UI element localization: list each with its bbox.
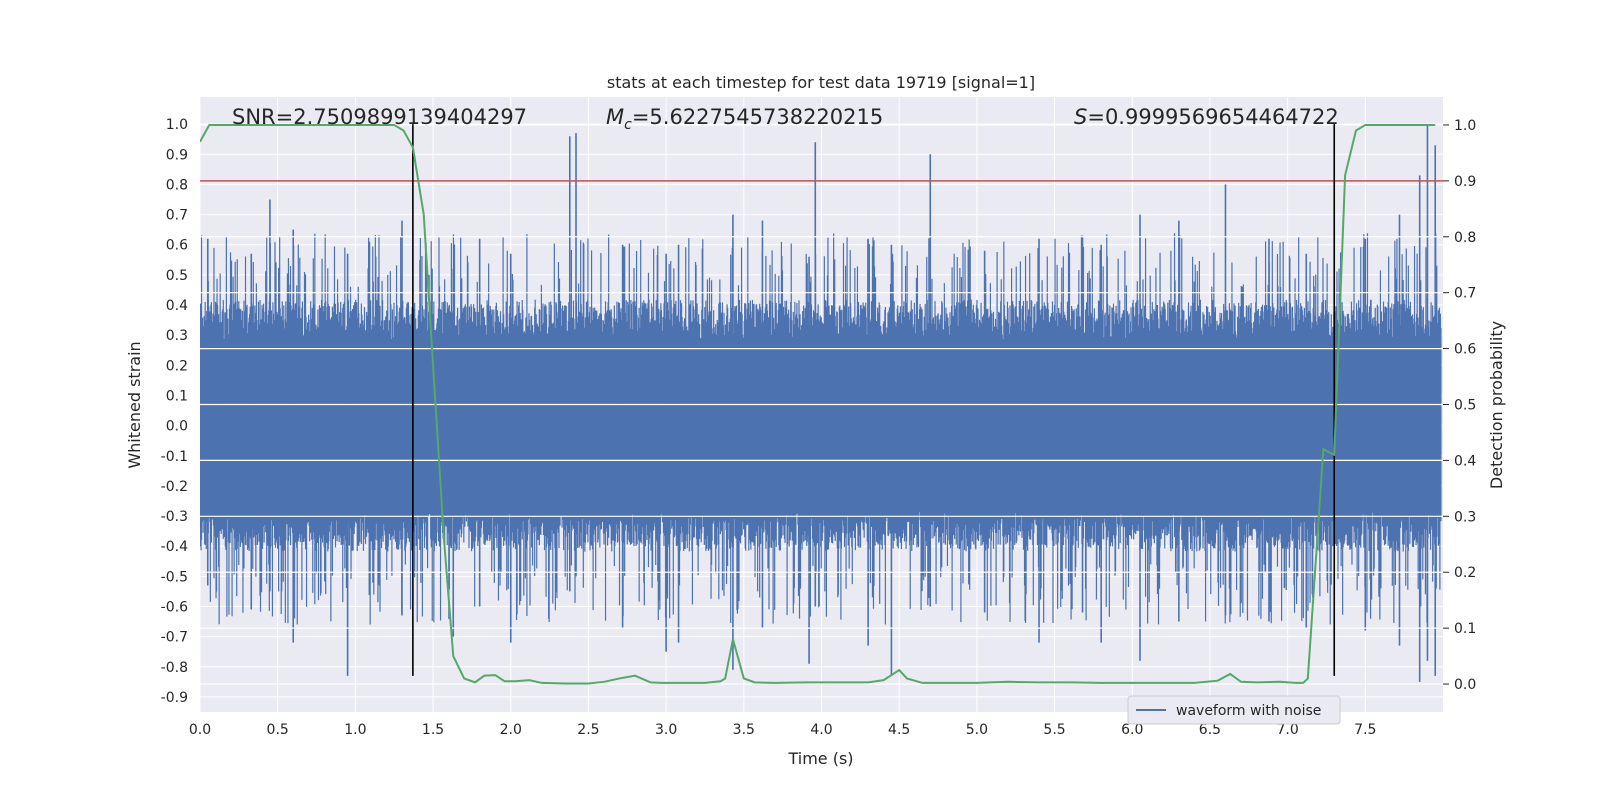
y-left-tick-label: -0.4 [161,539,188,555]
y-right-tick-label: 0.3 [1454,509,1476,525]
y-left-tick-label: -0.3 [161,509,188,525]
y-axis-label-right: Detection probability [1487,321,1506,489]
y-right-tick-label: 0.9 [1454,174,1476,190]
y-left-tick-label: -0.6 [161,599,188,615]
signal-boundary-lines [412,124,1336,676]
x-tick-label: 1.5 [422,722,444,738]
x-tick-label: 6.5 [1199,722,1221,738]
y-left-tick-label: 0.4 [166,298,188,314]
x-tick-label: 3.5 [733,722,755,738]
x-tick-label: 4.5 [888,722,910,738]
y-right-tick-label: 0.5 [1454,398,1476,414]
y-left-tick-label: -0.7 [161,630,188,646]
x-tick-label: 5.5 [1043,722,1065,738]
probability-series-line [200,123,1436,685]
legend: waveform with noise [1127,695,1341,725]
y-right-tick-label: 0.1 [1454,621,1476,637]
y-left-tick-label: 1.0 [166,117,188,133]
y-right-tick-label: 0.8 [1454,230,1476,246]
chirp-mass-annotation: Mc=5.6227545738220215 [606,105,883,133]
y-right-tick-label: 0.0 [1454,677,1476,693]
x-tick-labels: 0.0 0.5 1.0 1.5 2.0 2.5 3.0 3.5 4.0 4.5 5.0 5.5 6.0 6… [189,722,1377,738]
y-axis-label-left: Whitened strain [125,341,144,468]
x-tick-label: 2.0 [500,722,522,738]
x-tick-label: 5.0 [966,722,988,738]
x-tick-label: 2.5 [577,722,599,738]
y-right-tick-label: 0.6 [1454,342,1476,358]
x-tick-label: 7.5 [1354,722,1376,738]
y-left-tick-label: 0.7 [166,208,188,224]
y-left-tick-label: 0.2 [166,358,188,374]
y-left-tick-label: -0.2 [161,479,188,495]
y-left-tick-label: 0.3 [166,328,188,344]
score-annotation: S=0.9999569654464722 [1074,105,1339,129]
x-tick-label: 4.0 [810,722,832,738]
snr-annotation: SNR=2.7509899139404297 [232,105,527,129]
y-left-tick-label: 0.1 [166,388,188,404]
y-left-tick-labels: 1.0 0.9 0.8 0.7 0.6 0.5 0.4 0.3 0.2 0.1 0.0 -0.1 -0.… [161,117,188,706]
y-right-tick-labels: 1.0 0.9 0.8 0.7 0.6 0.5 0.4 0.3 0.2 0.1 0.0 [1443,118,1476,693]
y-left-tick-label: 0.8 [166,177,188,193]
x-tick-label: 1.0 [344,722,366,738]
y-left-tick-label: -0.9 [161,690,188,706]
x-tick-label: 0.5 [267,722,289,738]
x-tick-label: 6.0 [1121,722,1143,738]
y-right-tick-label: 1.0 [1454,118,1476,134]
x-tick-label: 0.0 [189,722,211,738]
legend-box [1127,695,1341,725]
y-left-tick-label: 0.6 [166,238,188,254]
x-tick-label: 7.0 [1276,722,1298,738]
waveform-series [200,124,1442,682]
grid-lines-right-y [200,124,1443,685]
x-tick-label: 3.0 [655,722,677,738]
y-right-tick-label: 0.2 [1454,565,1476,581]
y-left-tick-label: -0.1 [161,449,188,465]
y-right-tick-label: 0.7 [1454,286,1476,302]
y-left-tick-label: 0.0 [166,419,188,435]
y-left-tick-label: -0.8 [161,660,188,676]
chart-title: stats at each timestep for test data 197… [607,73,1035,92]
y-left-tick-label: 0.5 [166,268,188,284]
legend-waveform-label: waveform with noise [1176,703,1321,719]
x-axis-label: Time (s) [787,749,853,768]
y-left-tick-label: -0.5 [161,569,188,585]
y-left-tick-label: 0.9 [166,147,188,163]
y-right-tick-label: 0.4 [1454,453,1476,469]
